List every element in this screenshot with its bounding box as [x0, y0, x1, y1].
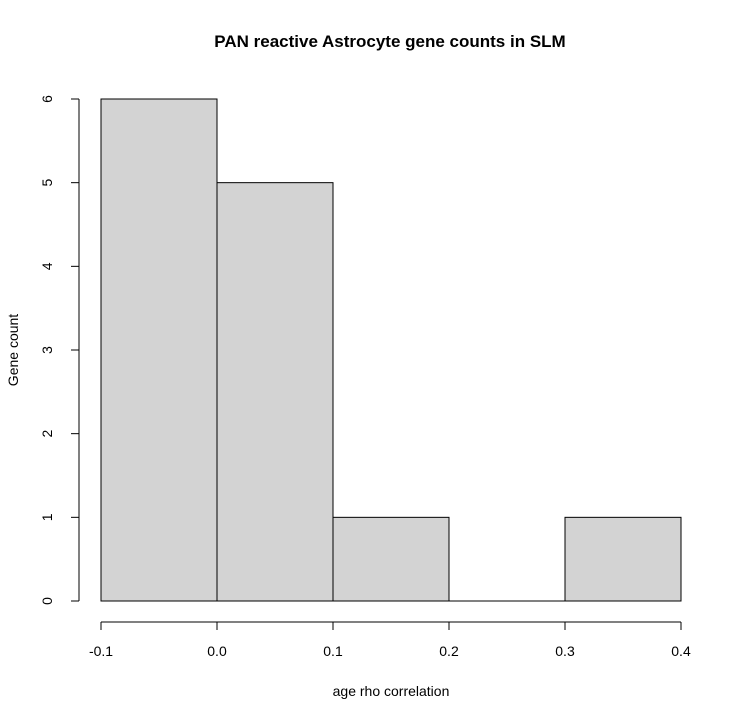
- histogram-bar: [216, 182, 334, 602]
- x-tick-label: 0.2: [439, 643, 459, 659]
- x-tick-label: 0.3: [555, 643, 575, 659]
- y-tick-label: 2: [39, 430, 55, 438]
- y-axis-label: Gene count: [5, 314, 21, 386]
- y-axis: 0 1 2 3 4 5 6: [39, 95, 80, 605]
- y-tick-label: 6: [39, 95, 55, 103]
- x-tick-label: 0.4: [671, 643, 691, 659]
- y-tick-label: 3: [39, 346, 55, 354]
- y-tick-label: 4: [39, 262, 55, 270]
- chart-title: PAN reactive Astrocyte gene counts in SL…: [214, 32, 565, 51]
- x-axis: -0.1 0.0 0.1 0.2 0.3 0.4: [89, 621, 691, 659]
- y-tick-label: 0: [39, 597, 55, 605]
- y-tick-label: 1: [39, 513, 55, 521]
- bars-layer: [100, 98, 682, 602]
- x-axis-label: age rho correlation: [333, 683, 450, 699]
- histogram-bar: [564, 516, 682, 602]
- y-tick-label: 5: [39, 179, 55, 187]
- histogram-bar: [100, 98, 218, 602]
- x-tick-label: 0.0: [207, 643, 227, 659]
- histogram-bar: [332, 516, 450, 602]
- x-tick-label: -0.1: [89, 643, 113, 659]
- x-tick-label: 0.1: [323, 643, 343, 659]
